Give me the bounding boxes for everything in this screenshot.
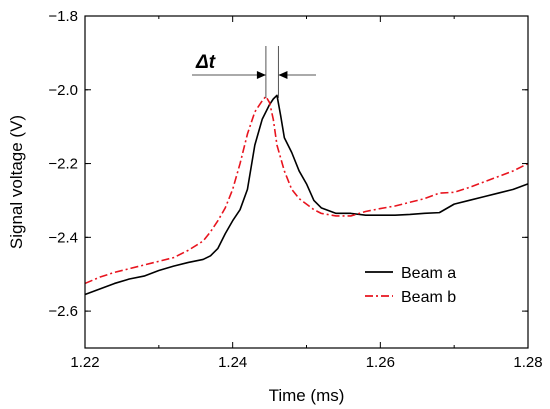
- delta-t-left-arrowhead: [256, 71, 266, 80]
- x-tick-label-3: 1.28: [513, 354, 542, 371]
- legend-label-beam-a: Beam a: [401, 265, 456, 282]
- y-tick-label-0: −1.8: [48, 8, 78, 25]
- y-tick-label-3: −2.4: [48, 229, 78, 246]
- series-line-beam-b: [84, 95, 529, 285]
- series-line-beam-a: [84, 94, 529, 296]
- x-tick-label-1: 1.24: [218, 354, 247, 371]
- delta-t-label: Δt: [195, 52, 216, 73]
- x-axis-title: Time (ms): [269, 386, 345, 405]
- y-tick-label-1: −2.0: [48, 82, 78, 99]
- delta-t-annotation: Δt: [192, 46, 316, 98]
- y-axis-title: Signal voltage (V): [7, 115, 26, 249]
- y-tick-label-2: −2.2: [48, 156, 78, 173]
- legend: Beam a Beam b: [365, 265, 456, 306]
- y-tick-label-4: −2.6: [48, 303, 78, 320]
- plot-frame: [84, 15, 529, 349]
- axes: 1.22 1.24 1.26 1.28 −1.8 −2.0 −2.2 −2.4 −2.6 Time…: [7, 8, 543, 405]
- legend-label-beam-b: Beam b: [401, 289, 456, 306]
- series-layer: [84, 94, 529, 296]
- x-tick-label-0: 1.22: [70, 354, 99, 371]
- x-tick-label-2: 1.26: [366, 354, 395, 371]
- delta-t-right-arrowhead: [278, 71, 288, 80]
